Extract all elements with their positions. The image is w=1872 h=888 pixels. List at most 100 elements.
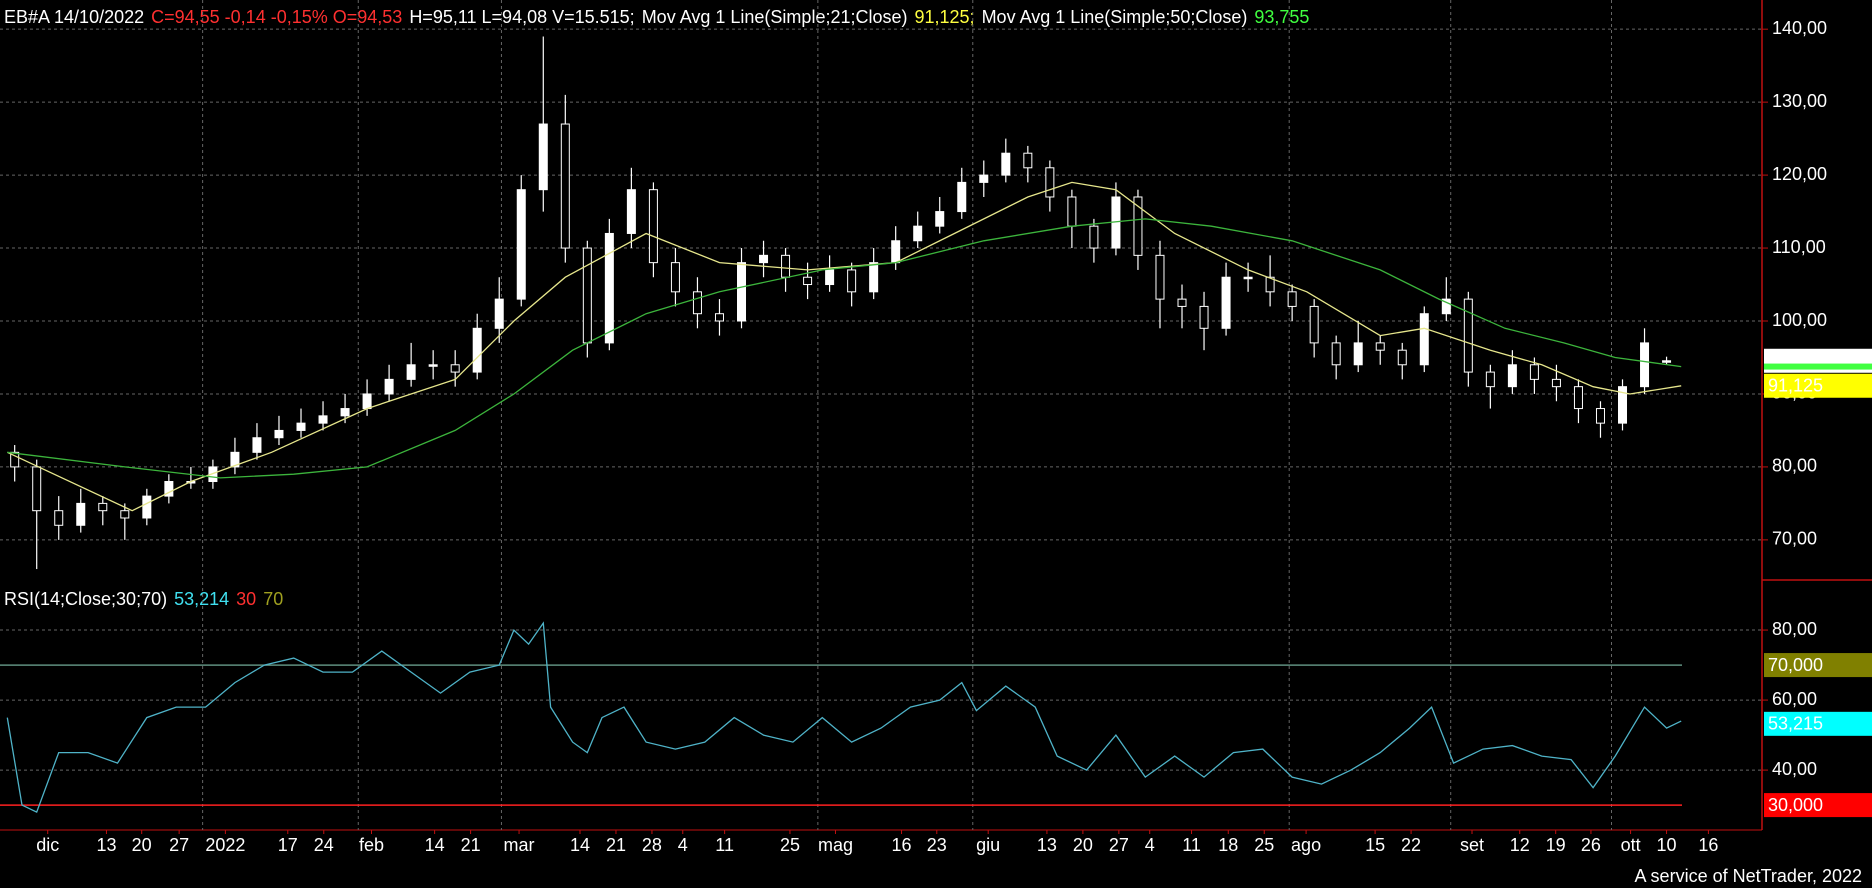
legend-item: EB#A 14/10/2022 — [4, 7, 144, 27]
candle-body — [781, 254, 791, 278]
legend-item: 91,125; — [915, 7, 975, 27]
candle-body — [76, 502, 86, 526]
candle-body — [957, 181, 967, 213]
legend-item: RSI(14;Close;30;70) — [4, 589, 167, 609]
candle-body — [1089, 225, 1099, 249]
y-tick-label: 80,00 — [1772, 619, 1817, 639]
candle-body — [230, 451, 240, 468]
candle-body — [648, 189, 658, 264]
x-tick-label: giu — [976, 835, 1000, 855]
x-tick-label: feb — [359, 835, 384, 855]
x-tick-label: 20 — [132, 835, 152, 855]
legend-item: Mov Avg 1 Line(Simple;50;Close) — [982, 7, 1248, 27]
candle-body — [1485, 371, 1495, 388]
candle-body — [560, 123, 570, 249]
x-tick-label: 19 — [1546, 835, 1566, 855]
x-tick-label: 12 — [1510, 835, 1530, 855]
price-marker — [1764, 363, 1872, 370]
badge-label: 30,000 — [1768, 795, 1823, 815]
candle-body — [670, 262, 680, 293]
candle-body — [891, 240, 901, 264]
legend-header: RSI(14;Close;30;70) 53,214 30 70 — [4, 589, 283, 609]
candle-body — [252, 437, 262, 453]
x-tick-label: 21 — [461, 835, 481, 855]
x-tick-label: 20 — [1073, 835, 1093, 855]
legend-item: C=94,55 -0,14 -0,15% O=94,53 — [151, 7, 402, 27]
legend-item: 53,214 — [174, 589, 229, 609]
candle-body — [384, 378, 394, 395]
x-tick-label: 14 — [425, 835, 445, 855]
value-badge — [1764, 793, 1872, 818]
candle-body — [1155, 254, 1165, 300]
x-tick-label: dic — [36, 835, 59, 855]
candle-body — [32, 466, 42, 512]
candle-body — [1067, 196, 1077, 227]
candle-body — [406, 364, 416, 380]
candle-body — [1243, 276, 1253, 280]
x-tick-label: 16 — [892, 835, 912, 855]
candle-body — [1573, 386, 1583, 410]
candle-body — [714, 313, 724, 322]
x-tick-label: 27 — [1109, 835, 1129, 855]
candle-body — [1023, 152, 1033, 169]
line-series — [7, 218, 1682, 479]
candle-body — [1221, 276, 1231, 329]
candle-body — [847, 269, 857, 293]
candle-body — [1529, 364, 1539, 380]
candle-body — [1463, 298, 1473, 373]
candle-body — [1331, 342, 1341, 366]
x-tick-label: 18 — [1218, 835, 1238, 855]
candle-body — [1001, 152, 1011, 176]
candle-body — [604, 232, 614, 344]
y-tick-label: 100,00 — [1772, 310, 1827, 330]
x-tick-label: 28 — [642, 835, 662, 855]
y-tick-label: 120,00 — [1772, 164, 1827, 184]
x-tick-label: ott — [1621, 835, 1641, 855]
candle-body — [1640, 342, 1650, 388]
x-tick-label: set — [1460, 835, 1484, 855]
candle-body — [1177, 298, 1187, 307]
candle-body — [1265, 276, 1275, 293]
candle-body — [979, 174, 989, 183]
badge-label: 91,125 — [1768, 376, 1823, 396]
footer: A service of NetTrader, 2022 — [1635, 866, 1862, 886]
candle-body — [935, 211, 945, 227]
candle-body — [1375, 342, 1385, 351]
candle-body — [10, 451, 20, 468]
candle-body — [164, 481, 174, 497]
x-tick-label: 25 — [780, 835, 800, 855]
candle-body — [538, 123, 548, 191]
candle-body — [825, 269, 835, 286]
x-tick-label: 15 — [1365, 835, 1385, 855]
badge-label: 70,000 — [1768, 655, 1823, 675]
y-tick-label: 40,00 — [1772, 759, 1817, 779]
candle-body — [1551, 378, 1561, 388]
candle-body — [1353, 342, 1363, 366]
candle-body — [1287, 291, 1297, 307]
candle-body — [1309, 305, 1319, 344]
x-tick-label: 22 — [1401, 835, 1421, 855]
x-tick-label: 23 — [927, 835, 947, 855]
candle-body — [1507, 364, 1517, 388]
candle-body — [142, 495, 152, 519]
legend-item: 70 — [263, 589, 283, 609]
candle-body — [1441, 298, 1451, 315]
candle-body — [516, 189, 526, 300]
legend-item: H=95,11 L=94,08 V=15.515; — [409, 7, 634, 27]
candle-body — [869, 262, 879, 293]
candle-body — [472, 327, 482, 373]
candle-body — [274, 429, 284, 439]
legend-item: 30 — [236, 589, 256, 609]
x-tick-label: 21 — [606, 835, 626, 855]
y-tick-label: 80,00 — [1772, 456, 1817, 476]
x-tick-label: mar — [504, 835, 535, 855]
y-tick-label: 110,00 — [1772, 237, 1826, 257]
x-tick-label: 2022 — [205, 835, 245, 855]
x-tick-label: 25 — [1254, 835, 1274, 855]
candle-body — [54, 510, 64, 526]
x-tick-label: 11 — [1182, 835, 1201, 855]
x-tick-label: 13 — [96, 835, 116, 855]
